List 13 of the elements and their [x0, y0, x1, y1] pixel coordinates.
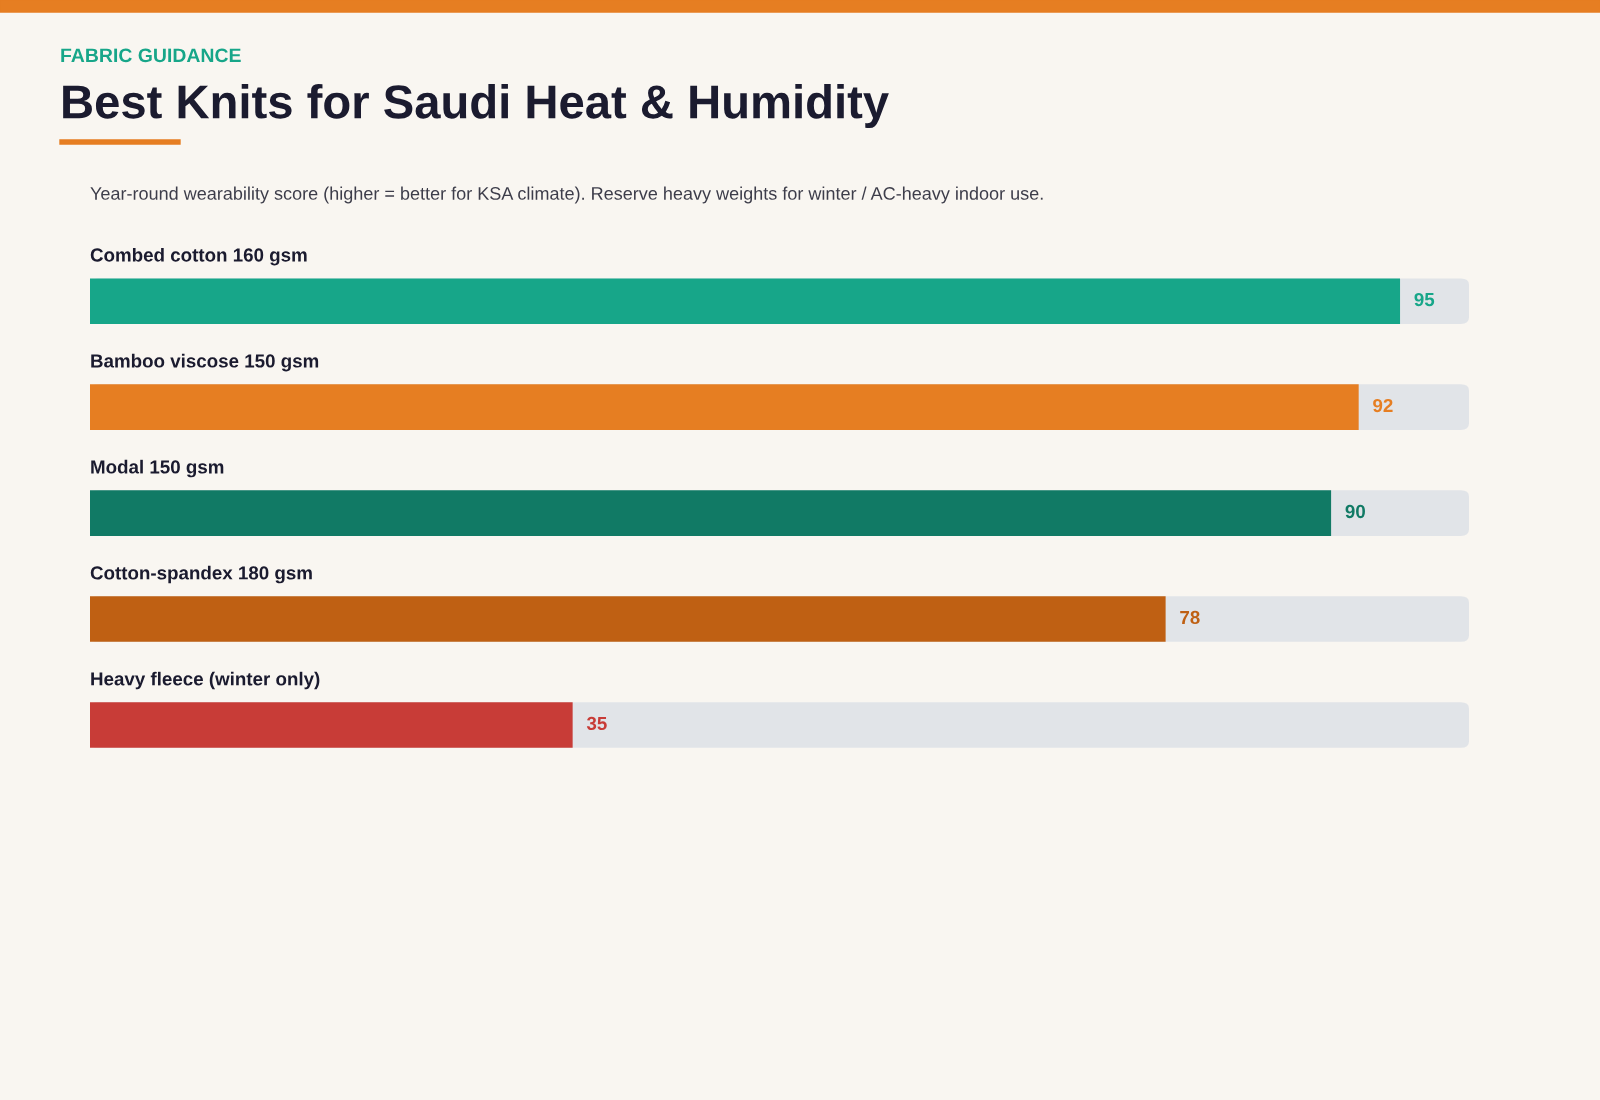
- chart-title: Best Knits for Saudi Heat & Humidity: [63, 83, 889, 129]
- y-tick-label: Heavy fleece (winter only): [91, 671, 320, 690]
- chart-subtitle: Year-round wearability score (higher = better for KSA climate). Reserve heavy weights for winter / AC-heavy indoor use.: [90, 186, 1043, 204]
- data-label: 95: [1414, 292, 1435, 307]
- text: FABRIC GUIDANCE: [61, 48, 241, 63]
- y-tick-label: Bamboo viscose 150 gsm: [91, 353, 319, 372]
- data-label: 90: [1345, 504, 1365, 519]
- data-label: 78: [1180, 610, 1200, 625]
- y-tick-label: Cotton-spandex 180 gsm: [90, 565, 312, 584]
- y-tick-label: Modal 150 gsm: [91, 459, 224, 478]
- data-label: 35: [586, 716, 607, 731]
- y-tick-label: Combed cotton 160 gsm: [90, 247, 307, 266]
- data-label: 92: [1373, 398, 1393, 413]
